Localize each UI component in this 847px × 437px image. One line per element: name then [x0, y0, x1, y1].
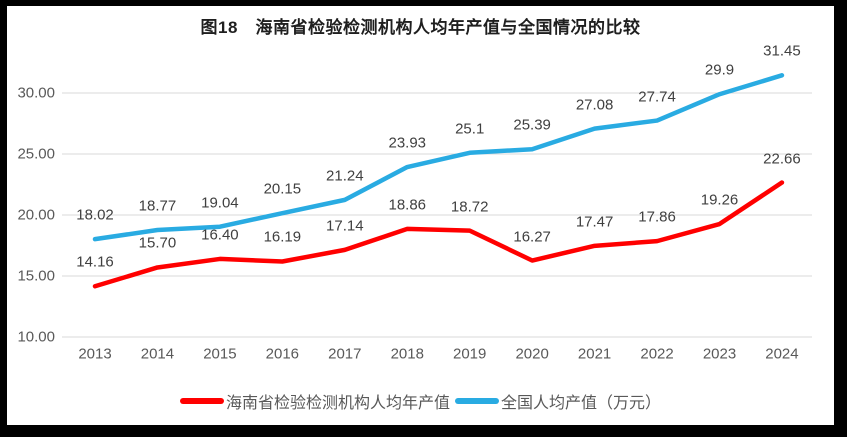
data-label-series1-2023: 29.9	[704, 61, 735, 79]
data-label-series1-2024: 31.45	[763, 42, 801, 60]
legend-label: 海南省检验检测机构人均年产值	[225, 395, 450, 412]
x-tick-label: 2017	[328, 345, 362, 363]
series-line-1	[92, 73, 785, 242]
legend-item-0: 海南省检验检测机构人均年产值	[179, 389, 450, 413]
y-tick-label: 30.00	[17, 84, 55, 102]
data-label-series0-2015: 16.40	[201, 226, 239, 244]
x-tick-label: 2022	[640, 345, 674, 363]
legend-swatch-line	[455, 398, 499, 404]
x-tick-label: 2023	[702, 345, 737, 363]
data-label-series0-2017: 17.14	[326, 217, 364, 235]
legend: 海南省检验检测机构人均年产值 全国人均产值（万元）	[7, 389, 834, 413]
data-label-series1-2016: 20.15	[263, 180, 302, 198]
data-label-series0-2013: 14.16	[76, 253, 114, 271]
data-label-series0-2016: 16.19	[263, 228, 302, 246]
data-label-series1-2017: 21.24	[326, 167, 364, 185]
data-label-series1-2015: 19.04	[201, 194, 239, 212]
x-tick-label: 2021	[577, 345, 612, 363]
data-label-series1-2014: 18.77	[138, 197, 177, 215]
x-tick-label: 2020	[515, 345, 549, 363]
line-chart-plot	[62, 73, 812, 338]
x-tick-label: 2018	[390, 345, 424, 363]
y-tick-label: 20.00	[17, 206, 55, 224]
data-label-series1-2021: 27.08	[575, 96, 614, 114]
x-tick-label: 2014	[140, 345, 175, 363]
y-tick-label: 10.00	[17, 328, 55, 346]
data-label-series0-2024: 22.66	[763, 150, 801, 168]
legend-item-1: 全国人均产值（万元）	[455, 389, 661, 413]
x-tick-label: 2016	[265, 345, 300, 363]
legend-swatch-line	[179, 398, 224, 404]
y-tick-label: 25.00	[17, 145, 55, 163]
chart-card: 图18 海南省检验检测机构人均年产值与全国情况的比较 14.16 15.70 16.…	[7, 6, 834, 425]
data-label-series1-2019: 25.1	[455, 120, 485, 138]
data-label-series0-2018: 18.86	[388, 196, 427, 214]
data-label-series0-2023: 19.26	[700, 191, 739, 209]
series-line-0	[92, 180, 785, 289]
x-tick-label: 2015	[203, 345, 237, 363]
data-label-series0-2022: 17.86	[638, 208, 676, 226]
x-tick-label: 2019	[453, 345, 487, 363]
chart-title: 图18 海南省检验检测机构人均年产值与全国情况的比较	[200, 18, 641, 37]
data-label-series0-2020: 16.27	[513, 228, 551, 245]
x-tick-label: 2013	[78, 345, 112, 363]
data-label-series0-2021: 17.47	[575, 213, 614, 231]
x-tick-label: 2024	[765, 345, 799, 363]
data-label-series0-2014: 15.70	[138, 234, 177, 252]
data-label-series1-2022: 27.74	[638, 88, 676, 106]
legend-label: 全国人均产值（万元）	[501, 395, 662, 412]
data-label-series1-2013: 18.02	[76, 206, 114, 224]
data-label-series1-2018: 23.93	[388, 134, 427, 152]
data-label-series1-2020: 25.39	[513, 116, 551, 134]
y-tick-label: 15.00	[17, 267, 55, 285]
data-label-series0-2019: 18.72	[450, 198, 489, 216]
